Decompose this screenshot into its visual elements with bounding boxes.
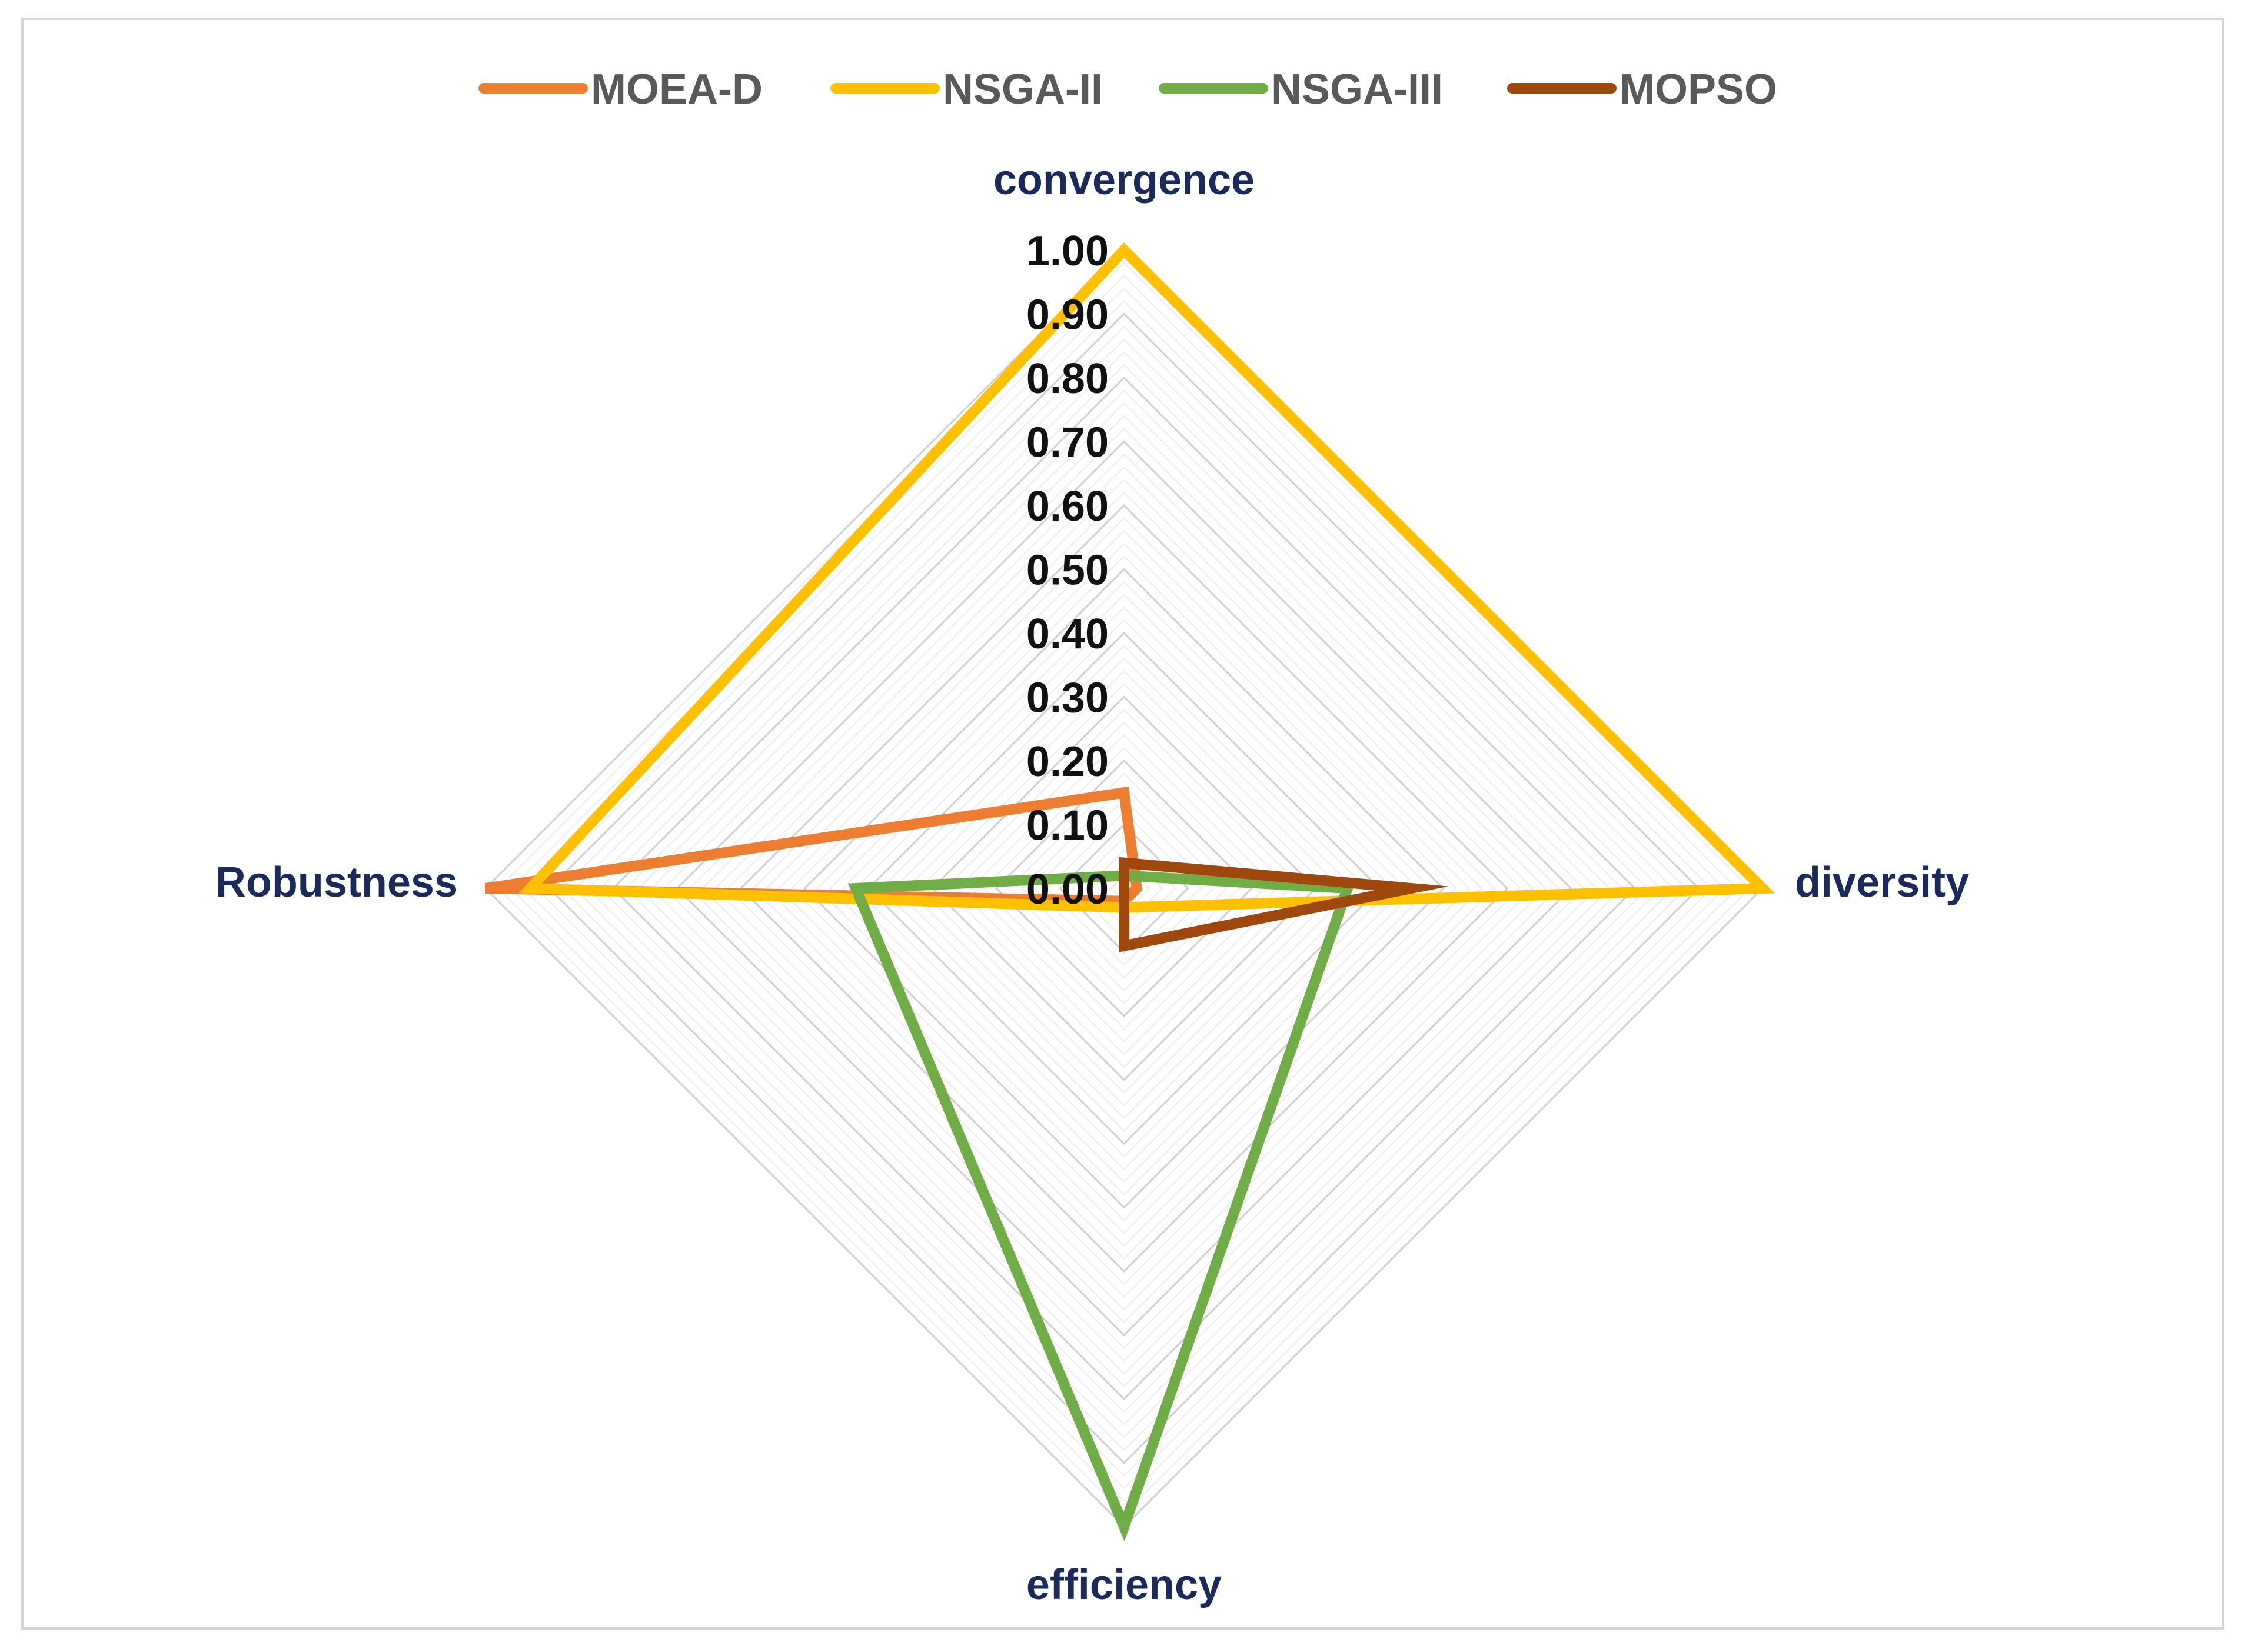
tick-label: 0.70 bbox=[1026, 419, 1109, 467]
gridline bbox=[765, 529, 1483, 1247]
gridline bbox=[1020, 785, 1228, 992]
axis-label-diversity: diversity bbox=[1795, 859, 1969, 906]
series-mopso-polygon bbox=[1119, 857, 1449, 952]
gridline bbox=[739, 504, 1509, 1273]
gridline bbox=[587, 351, 1661, 1425]
gridline bbox=[791, 555, 1457, 1221]
gridline bbox=[1008, 772, 1240, 1004]
gridline bbox=[689, 453, 1559, 1324]
gridline bbox=[625, 389, 1623, 1387]
gridline bbox=[957, 721, 1291, 1055]
gridline bbox=[637, 402, 1611, 1375]
legend-label-nsga-iii: NSGA-III bbox=[1271, 66, 1443, 113]
gridline bbox=[931, 695, 1317, 1081]
gridline bbox=[676, 440, 1572, 1337]
gridline bbox=[548, 312, 1700, 1464]
radial-tick-labels: 0.00 0.10 0.20 0.30 0.40 0.50 0.60 0.70 0.80 0.90… bbox=[1026, 228, 1109, 913]
tick-label: 0.30 bbox=[1026, 675, 1109, 722]
gridline bbox=[995, 759, 1253, 1018]
gridline bbox=[867, 631, 1381, 1145]
tick-label: 0.20 bbox=[1026, 738, 1109, 785]
gridline bbox=[982, 747, 1266, 1030]
gridline bbox=[816, 581, 1432, 1196]
axis-label-robustness: Robustness bbox=[215, 859, 458, 906]
gridline bbox=[574, 338, 1674, 1438]
tick-label: 0.80 bbox=[1026, 355, 1109, 402]
gridline bbox=[1033, 798, 1215, 979]
tick-label: 0.00 bbox=[1026, 866, 1109, 913]
gridline bbox=[753, 517, 1495, 1260]
gridline bbox=[944, 708, 1304, 1068]
gridline bbox=[663, 428, 1585, 1349]
gridline bbox=[880, 645, 1368, 1132]
gridline bbox=[599, 364, 1649, 1413]
gridline bbox=[970, 734, 1278, 1043]
tick-label: 1.00 bbox=[1026, 228, 1109, 275]
gridline bbox=[701, 466, 1547, 1311]
gridline bbox=[727, 491, 1521, 1285]
tick-label: 0.50 bbox=[1026, 547, 1109, 594]
legend-label-mopso: MOPSO bbox=[1620, 66, 1777, 113]
legend-label-moea-d: MOEA-D bbox=[591, 66, 763, 113]
gridline bbox=[523, 287, 1725, 1490]
gridline bbox=[778, 542, 1470, 1234]
radar-grid bbox=[484, 248, 1764, 1528]
gridline bbox=[919, 683, 1329, 1094]
axis-label-efficiency: efficiency bbox=[1026, 1561, 1222, 1608]
gridline bbox=[829, 594, 1419, 1183]
radar-series bbox=[484, 242, 1775, 1542]
gridline bbox=[854, 619, 1394, 1158]
gridline bbox=[611, 376, 1637, 1401]
tick-label: 0.40 bbox=[1026, 611, 1109, 658]
gridline bbox=[536, 300, 1712, 1477]
legend-label-nsga-ii: NSGA-II bbox=[943, 66, 1103, 113]
gridline bbox=[561, 325, 1687, 1451]
gridline bbox=[842, 607, 1406, 1170]
gridline bbox=[714, 479, 1534, 1298]
legend: MOEA-D NSGA-II NSGA-III MOPSO bbox=[478, 66, 1777, 113]
axis-label-convergence: convergence bbox=[993, 156, 1255, 204]
tick-label: 0.10 bbox=[1026, 802, 1109, 850]
series-nsga-iii-polygon bbox=[848, 870, 1355, 1542]
gridline bbox=[803, 568, 1445, 1209]
tick-label: 0.90 bbox=[1026, 292, 1109, 339]
tick-label: 0.60 bbox=[1026, 483, 1109, 530]
gridline bbox=[650, 415, 1598, 1362]
